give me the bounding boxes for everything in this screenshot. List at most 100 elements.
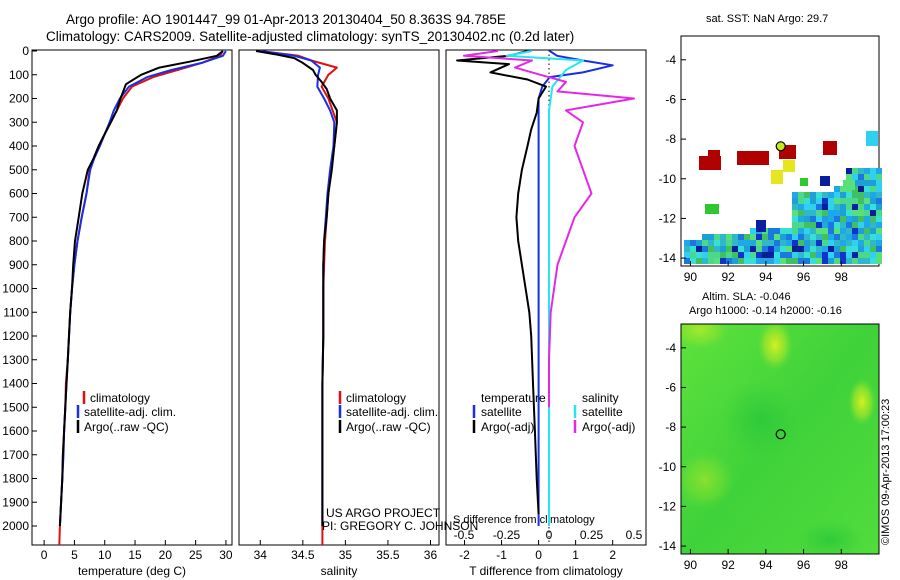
sst-cell — [690, 240, 696, 246]
sst-cell — [840, 252, 846, 258]
sst-cell — [804, 222, 810, 228]
sst-cell — [768, 252, 774, 258]
sst-cell — [810, 192, 816, 198]
sst-cell — [705, 204, 719, 214]
map-x-tick-label: 90 — [684, 270, 698, 284]
map-y-tick-label: -14 — [659, 539, 677, 553]
x-tick-label: 34 — [254, 548, 268, 562]
depth-tick-label: 900 — [9, 258, 29, 272]
sst-cell — [732, 252, 738, 258]
sst-cell — [870, 246, 876, 252]
sst-cell — [768, 228, 774, 234]
sst-cell — [828, 210, 834, 216]
sst-cell — [732, 246, 738, 252]
sst-cell — [828, 192, 834, 198]
sst-cell — [780, 246, 786, 252]
sst-cell — [738, 234, 744, 240]
sst-cell — [702, 234, 708, 240]
sst-cell — [756, 234, 762, 240]
sst-cell — [732, 258, 738, 264]
sla-map-title-line1: Altim. SLA: -0.046 — [702, 291, 791, 303]
sla-high-patch — [681, 450, 735, 510]
sst-cell — [864, 186, 870, 192]
sst-cell — [798, 240, 804, 246]
sst-cell — [684, 240, 690, 246]
sst-cell — [792, 234, 798, 240]
sst-cell — [816, 246, 822, 252]
temperature-panel-frame — [31, 49, 233, 546]
sla-high-patch — [757, 324, 793, 371]
plot-title-line1: Argo profile: AO 1901447_99 01-Apr-2013 … — [66, 12, 506, 27]
sst-cell — [870, 228, 876, 234]
depth-tick-label: 1100 — [3, 305, 29, 319]
sst-cell — [870, 258, 876, 264]
sst-cell — [834, 234, 840, 240]
sst-cell — [792, 246, 798, 252]
sst-cell — [828, 198, 834, 204]
temperature-difference-axis-label: T difference from climatology — [469, 564, 623, 578]
sst-cell — [870, 198, 876, 204]
sst-cell — [828, 222, 834, 228]
sst-cell — [864, 258, 870, 264]
sst-cell — [876, 186, 882, 192]
map-y-tick-label: -12 — [659, 211, 677, 225]
sst-cell — [840, 228, 846, 234]
sst-cell — [852, 228, 858, 234]
depth-tick-label: 2000 — [2, 519, 29, 533]
sla-map-field — [681, 324, 879, 554]
sst-cell — [810, 204, 816, 210]
sst-cell — [756, 220, 766, 232]
sst-cell — [792, 258, 798, 264]
depth-tick-label: 100 — [9, 68, 29, 82]
sst-cell — [696, 246, 702, 252]
depth-axis: 0 100 200 300 400 500 600 700 800 900 1000 1100 1200… — [2, 44, 37, 533]
sst-cell — [864, 246, 870, 252]
map-y-tick-label: -12 — [659, 499, 677, 513]
legend-label-climatology: climatology — [346, 391, 406, 405]
depth-tick-label: 400 — [9, 139, 29, 153]
sst-cell — [786, 228, 792, 234]
sst-cell — [762, 252, 768, 258]
sst-cell — [852, 168, 858, 174]
sst-cell — [828, 228, 834, 234]
sst-cell — [852, 174, 858, 180]
sst-cell — [870, 216, 876, 222]
sst-cell — [774, 246, 780, 252]
sst-cell — [768, 234, 774, 240]
sst-cell — [798, 234, 804, 240]
x-tick-label: 2 — [609, 548, 616, 562]
series-line-temperature-argo-adj- — [456, 50, 547, 515]
sst-cell — [822, 228, 828, 234]
depth-tick-label: 0 — [22, 44, 29, 58]
sst-cell — [762, 246, 768, 252]
sst-cell — [858, 258, 864, 264]
sst-cell — [864, 222, 870, 228]
sst-cell — [852, 204, 858, 210]
depth-tick-label: 1700 — [2, 448, 29, 462]
temperature-axis-label: temperature (deg C) — [78, 564, 186, 578]
sst-cell — [798, 204, 804, 210]
sst-cell — [866, 131, 878, 146]
sst-cell — [762, 240, 768, 246]
sst-cell — [702, 252, 708, 258]
sst-cell — [798, 192, 804, 198]
map-x-tick-label: 94 — [759, 270, 773, 284]
sst-cell — [798, 246, 804, 252]
sst-cell — [756, 240, 762, 246]
x-tick-label: 1 — [572, 548, 579, 562]
sst-cell — [690, 258, 696, 264]
map-y-tick-label: -4 — [665, 53, 676, 67]
salinity-x-axis: 34 34.5 35 35.5 36 — [254, 540, 437, 562]
sst-cell — [804, 210, 810, 216]
sst-cell — [852, 234, 858, 240]
depth-tick-label: 200 — [9, 92, 29, 106]
sst-cell — [720, 246, 726, 252]
legend-label-salinity-satellite: satellite — [582, 405, 623, 419]
sst-cell — [822, 258, 828, 264]
sst-cell — [786, 240, 792, 246]
sst-cell — [858, 204, 864, 210]
sst-cell — [840, 240, 846, 246]
difference-series — [456, 50, 635, 526]
sst-cell — [804, 246, 810, 252]
